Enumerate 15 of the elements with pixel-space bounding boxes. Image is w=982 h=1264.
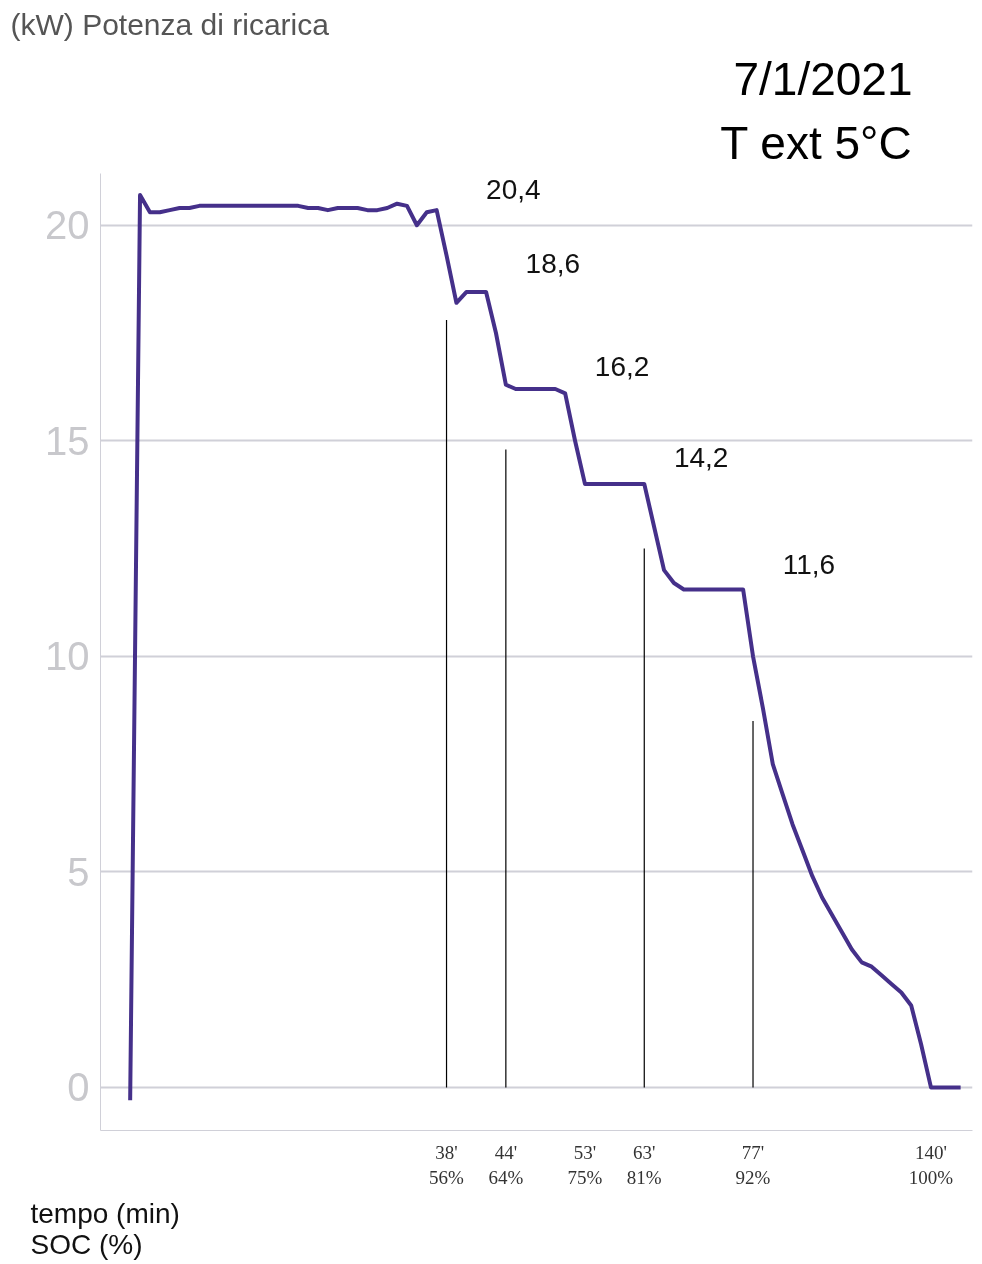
x-tick-label: 44' 64% — [488, 1141, 524, 1188]
annotation: 16,2 — [594, 351, 650, 383]
x-tick-label: 38' 56% — [429, 1141, 465, 1188]
x-tick-label: 53' 75% — [567, 1141, 603, 1188]
x-axis-title: tempo (min) SOC (%) — [30, 1197, 180, 1260]
annotation: 14,2 — [673, 441, 729, 473]
x-tick-label: 63' 81% — [626, 1141, 662, 1188]
y-axis-title: (kW) Potenza di ricarica — [10, 7, 330, 41]
x-tick-label: 140' 100% — [908, 1141, 954, 1188]
annotation: 18,6 — [525, 247, 581, 279]
chart-subtitle: T ext 5°C — [720, 116, 912, 169]
x-tick-label: 77' 92% — [735, 1141, 771, 1188]
annotation: 20,4 — [486, 174, 541, 206]
annotation: 11,6 — [782, 549, 836, 581]
chart-title: 7/1/2021 — [733, 52, 913, 105]
